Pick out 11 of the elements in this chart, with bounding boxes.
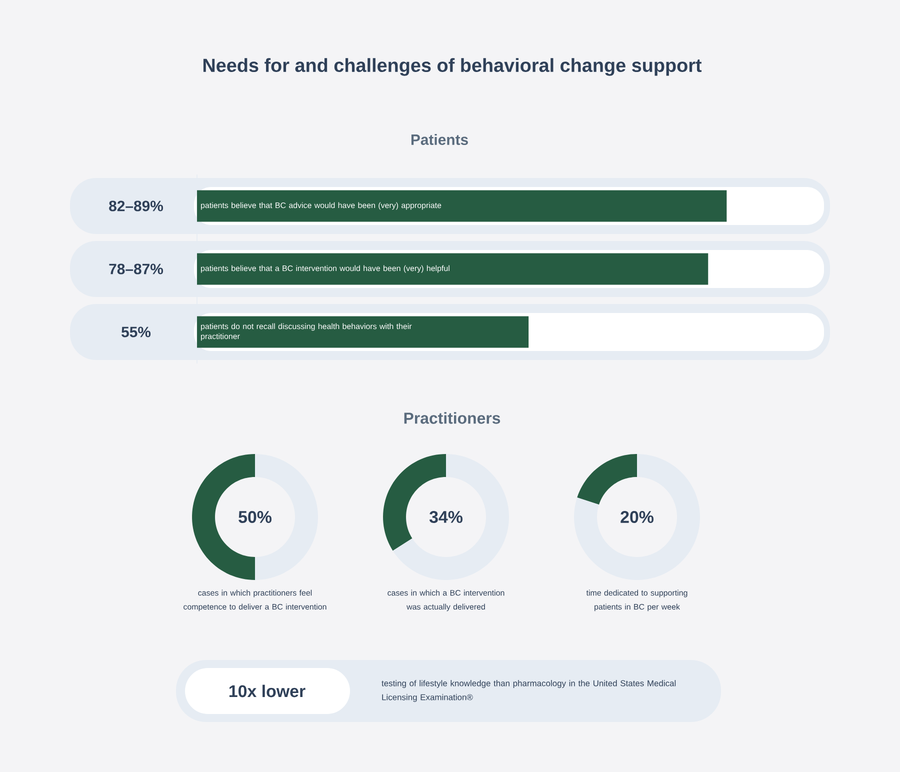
text: 78–87%: [109, 264, 164, 274]
text: 10x lower: [229, 684, 306, 698]
text: 50%: [238, 510, 272, 523]
text: 34%: [429, 510, 463, 523]
chart-title: Patients: [411, 134, 468, 145]
text: Needs for and challenges of behavioral change support: [203, 58, 702, 76]
text: 20%: [620, 510, 654, 523]
text: Practitioners: [404, 412, 500, 424]
text: testing of lifestyle knowledge than pharmacology in the United States Medical Licensing Examination®: [382, 680, 676, 702]
text: 55%: [122, 326, 151, 338]
text: 82–89%: [109, 200, 164, 212]
